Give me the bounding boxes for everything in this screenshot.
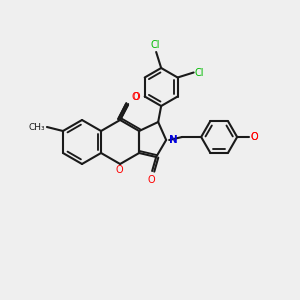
Text: O: O [132,92,140,102]
Text: CH₃: CH₃ [28,122,45,131]
Text: Cl: Cl [195,68,204,77]
Text: Cl: Cl [150,40,160,50]
Text: O: O [131,92,139,102]
Text: O: O [250,132,258,142]
Text: N: N [169,135,178,145]
Text: O: O [115,165,123,175]
Text: O: O [250,132,258,142]
Text: O: O [147,175,155,185]
